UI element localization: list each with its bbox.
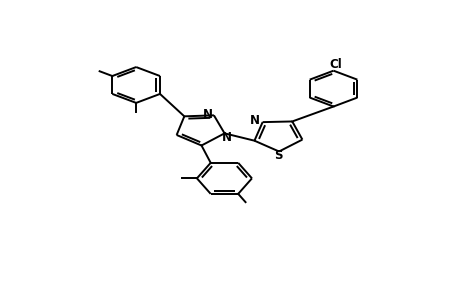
- Text: S: S: [273, 149, 282, 163]
- Text: Cl: Cl: [328, 58, 341, 71]
- Text: N: N: [250, 114, 260, 128]
- Text: N: N: [221, 131, 231, 144]
- Text: N: N: [202, 108, 212, 121]
